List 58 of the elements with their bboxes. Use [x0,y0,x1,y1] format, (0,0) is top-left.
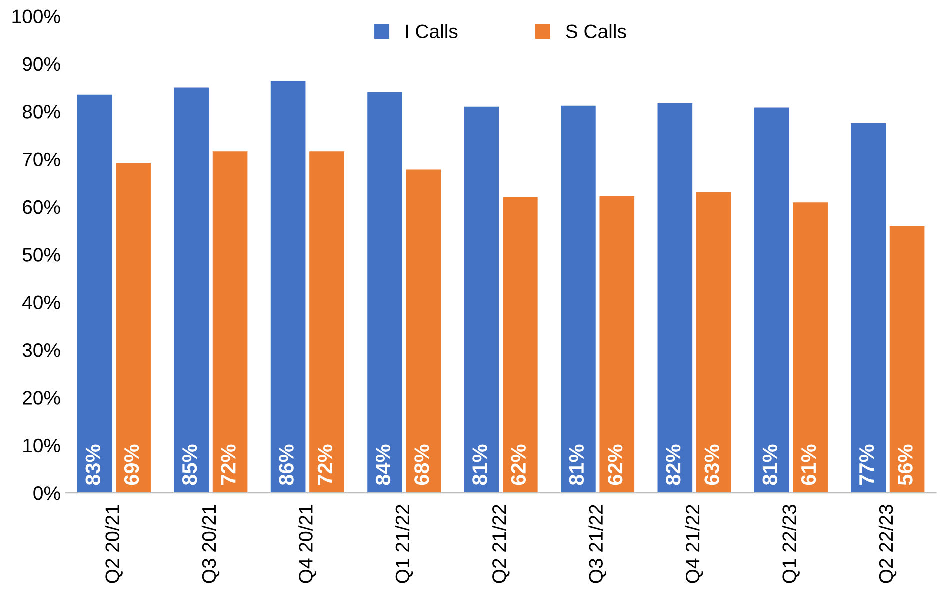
data-label: 81% [569,444,584,486]
x-tick-label: Q1 21/22 [395,505,414,584]
data-label: 61% [801,444,816,486]
bar [464,106,500,494]
bar [890,226,925,494]
bar [696,192,732,494]
bar [212,152,248,494]
data-label: 72% [318,444,333,485]
y-tick-label: 10% [24,438,60,453]
data-label: 84% [376,444,391,486]
y-tick-label: 70% [23,152,60,167]
x-tick-label: Q2 20/21 [105,505,123,584]
data-label: 72% [221,444,236,485]
bar [658,104,693,494]
bar [793,202,828,494]
x-tick-label: Q3 20/21 [202,505,220,584]
x-tick-label: Q3 21/22 [588,505,606,584]
data-label: 82% [666,444,681,486]
y-tick-label: 80% [22,105,60,119]
bar [368,92,402,494]
bar [77,94,112,494]
data-label: 81% [472,444,488,486]
bar [503,197,538,494]
data-label: 56% [898,444,913,486]
y-tick-label: 60% [23,200,60,214]
legend-label: S Calls [566,24,626,38]
x-tick-label: Q2 22/23 [878,504,897,584]
x-tick-label: Q2 21/22 [492,505,510,584]
y-tick-label: 40% [22,296,60,310]
y-tick-label: 100% [12,10,60,24]
data-label: 85% [182,444,198,486]
y-tick-label: 50% [22,248,60,262]
x-tick-label: Q4 21/22 [685,505,704,584]
data-label: 81% [762,444,778,486]
data-label: 62% [608,444,623,486]
legend-label: I Calls [406,24,458,38]
y-tick-label: 0% [34,486,60,500]
bar [270,81,306,494]
data-label: 68% [414,444,430,486]
bar [600,196,635,494]
bar [116,163,151,494]
x-tick-label: Q1 22/23 [782,504,800,584]
bar [310,152,344,494]
bar [754,108,790,494]
bar [851,124,886,494]
data-label: 69% [124,444,140,486]
bar [561,106,596,494]
x-tick-label: Q4 20/21 [298,505,316,584]
bar [174,88,210,494]
data-label: 62% [511,444,526,486]
y-tick-label: 90% [23,57,60,72]
y-tick-label: 30% [22,343,60,358]
data-label: 77% [859,444,874,485]
data-label: 86% [279,444,294,486]
y-tick-label: 20% [23,391,60,405]
bar [406,170,442,494]
data-label: 83% [86,444,101,486]
data-label: 63% [704,444,720,486]
